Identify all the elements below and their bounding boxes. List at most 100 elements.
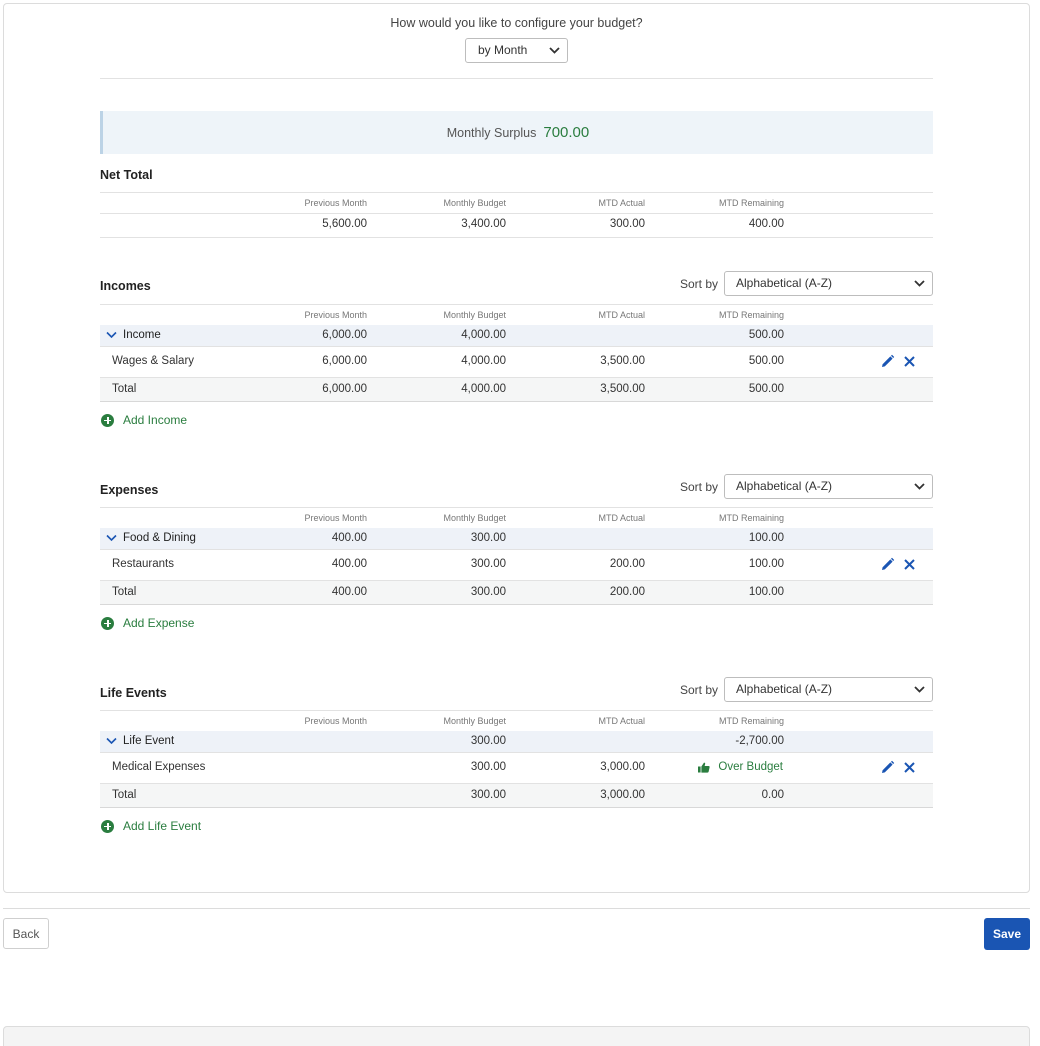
add-expense-link[interactable]: Add Expense <box>101 616 194 630</box>
chevron-down-icon <box>914 686 925 693</box>
group-previous-month: 400.00 <box>331 532 367 544</box>
over-budget-label: Over Budget <box>718 761 783 773</box>
col-monthly-budget: Monthly Budget <box>443 716 506 726</box>
group-previous-month: 6,000.00 <box>322 329 367 341</box>
col-mtd-actual: MTD Actual <box>598 716 645 726</box>
chevron-down-icon <box>549 47 560 54</box>
total-monthly-budget: 300.00 <box>470 789 506 801</box>
expense-item-row: Restaurants 400.00 300.00 200.00 100.00 <box>100 550 933 581</box>
close-icon[interactable] <box>903 558 916 571</box>
thumbs-up-icon <box>698 762 711 773</box>
total-label: Total <box>112 789 137 801</box>
item-mtd-remaining: 100.00 <box>748 558 784 570</box>
expenses-title: Expenses <box>100 483 159 497</box>
expense-total-row: Total 400.00 300.00 200.00 100.00 <box>100 581 933 605</box>
life-event-total-row: Total 300.00 3,000.00 0.00 <box>100 784 933 808</box>
total-monthly-budget: 300.00 <box>470 586 506 598</box>
life-event-item-row: Medical Expenses 300.00 3,000.00 Over Bu… <box>100 753 933 784</box>
item-name: Wages & Salary <box>112 355 195 367</box>
item-name: Restaurants <box>112 558 175 570</box>
group-mtd-remaining: 500.00 <box>748 329 784 341</box>
life-events-sort-value: Alphabetical (A-Z) <box>736 682 833 696</box>
group-name: Food & Dining <box>123 532 196 544</box>
total-previous-month: 6,000.00 <box>322 383 367 395</box>
col-previous-month: Previous Month <box>304 513 367 523</box>
item-mtd-actual: 200.00 <box>609 558 645 570</box>
save-button[interactable]: Save <box>984 918 1030 950</box>
add-life-event-label: Add Life Event <box>123 819 202 833</box>
expense-group-row[interactable]: Food & Dining 400.00 300.00 100.00 <box>100 528 933 550</box>
item-name: Medical Expenses <box>112 761 206 773</box>
net-previous-month: 5,600.00 <box>322 218 367 230</box>
total-label: Total <box>112 586 137 598</box>
over-budget-status: Over Budget <box>698 761 783 773</box>
chevron-down-icon[interactable] <box>106 534 117 542</box>
expenses-sort-label: Sort by <box>680 480 719 494</box>
income-item-row: Wages & Salary 6,000.00 4,000.00 3,500.0… <box>100 347 933 378</box>
incomes-sort-select[interactable]: Alphabetical (A-Z) <box>724 271 933 296</box>
total-mtd-actual: 3,000.00 <box>600 789 645 801</box>
total-label: Total <box>112 383 137 395</box>
divider <box>100 78 933 79</box>
life-events-sort-label: Sort by <box>680 683 719 697</box>
add-income-link[interactable]: Add Income <box>101 413 187 427</box>
incomes-sort-label: Sort by <box>680 277 719 291</box>
item-monthly-budget: 4,000.00 <box>461 355 506 367</box>
net-total-row: 5,600.00 3,400.00 300.00 400.00 <box>100 213 933 238</box>
item-mtd-actual: 3,500.00 <box>600 355 645 367</box>
chevron-down-icon[interactable] <box>106 737 117 745</box>
surplus-value: 700.00 <box>543 124 590 141</box>
pencil-icon[interactable] <box>880 557 895 572</box>
item-monthly-budget: 300.00 <box>470 761 506 773</box>
item-mtd-actual: 3,000.00 <box>600 761 645 773</box>
expenses-column-headers: Previous Month Monthly Budget MTD Actual… <box>100 507 933 529</box>
life-event-group-row[interactable]: Life Event 300.00 -2,700.00 <box>100 731 933 753</box>
total-previous-month: 400.00 <box>331 586 367 598</box>
add-expense-label: Add Expense <box>123 616 195 630</box>
col-monthly-budget: Monthly Budget <box>443 198 506 208</box>
total-mtd-actual: 200.00 <box>609 586 645 598</box>
expenses-sort-select[interactable]: Alphabetical (A-Z) <box>724 474 933 499</box>
plus-circle-icon <box>101 616 114 630</box>
incomes-sort-value: Alphabetical (A-Z) <box>736 276 833 290</box>
expenses-sort-value: Alphabetical (A-Z) <box>736 479 833 493</box>
life-events-sort-select[interactable]: Alphabetical (A-Z) <box>724 677 933 702</box>
config-question: How would you like to configure your bud… <box>390 16 643 30</box>
group-name: Income <box>123 329 161 341</box>
pencil-icon[interactable] <box>880 354 895 369</box>
col-mtd-remaining: MTD Remaining <box>718 716 784 726</box>
total-mtd-actual: 3,500.00 <box>600 383 645 395</box>
pencil-icon[interactable] <box>880 760 895 775</box>
group-name: Life Event <box>123 735 175 747</box>
col-previous-month: Previous Month <box>304 198 367 208</box>
col-mtd-actual: MTD Actual <box>598 198 645 208</box>
back-button[interactable]: Back <box>3 918 49 949</box>
chevron-down-icon[interactable] <box>106 331 117 339</box>
total-monthly-budget: 4,000.00 <box>461 383 506 395</box>
net-mtd-remaining: 400.00 <box>748 218 784 230</box>
incomes-title: Incomes <box>100 279 151 293</box>
total-mtd-remaining: 0.00 <box>761 789 784 801</box>
total-mtd-remaining: 100.00 <box>748 586 784 598</box>
close-icon[interactable] <box>903 761 916 774</box>
close-icon[interactable] <box>903 355 916 368</box>
chevron-down-icon <box>914 483 925 490</box>
col-mtd-remaining: MTD Remaining <box>718 513 784 523</box>
chevron-down-icon <box>914 280 925 287</box>
col-mtd-actual: MTD Actual <box>598 310 645 320</box>
period-select[interactable]: by Month <box>465 38 568 63</box>
monthly-surplus-banner: Monthly Surplus 700.00 <box>100 111 933 154</box>
income-group-row[interactable]: Income 6,000.00 4,000.00 500.00 <box>100 325 933 347</box>
col-mtd-remaining: MTD Remaining <box>718 310 784 320</box>
income-total-row: Total 6,000.00 4,000.00 3,500.00 500.00 <box>100 378 933 402</box>
group-monthly-budget: 300.00 <box>470 532 506 544</box>
add-life-event-link[interactable]: Add Life Event <box>101 819 201 833</box>
net-mtd-actual: 300.00 <box>609 218 645 230</box>
col-monthly-budget: Monthly Budget <box>443 310 506 320</box>
item-mtd-remaining: 500.00 <box>748 355 784 367</box>
item-previous-month: 6,000.00 <box>322 355 367 367</box>
group-mtd-remaining: 100.00 <box>748 532 784 544</box>
item-previous-month: 400.00 <box>331 558 367 570</box>
total-mtd-remaining: 500.00 <box>748 383 784 395</box>
net-total-title: Net Total <box>100 168 153 182</box>
